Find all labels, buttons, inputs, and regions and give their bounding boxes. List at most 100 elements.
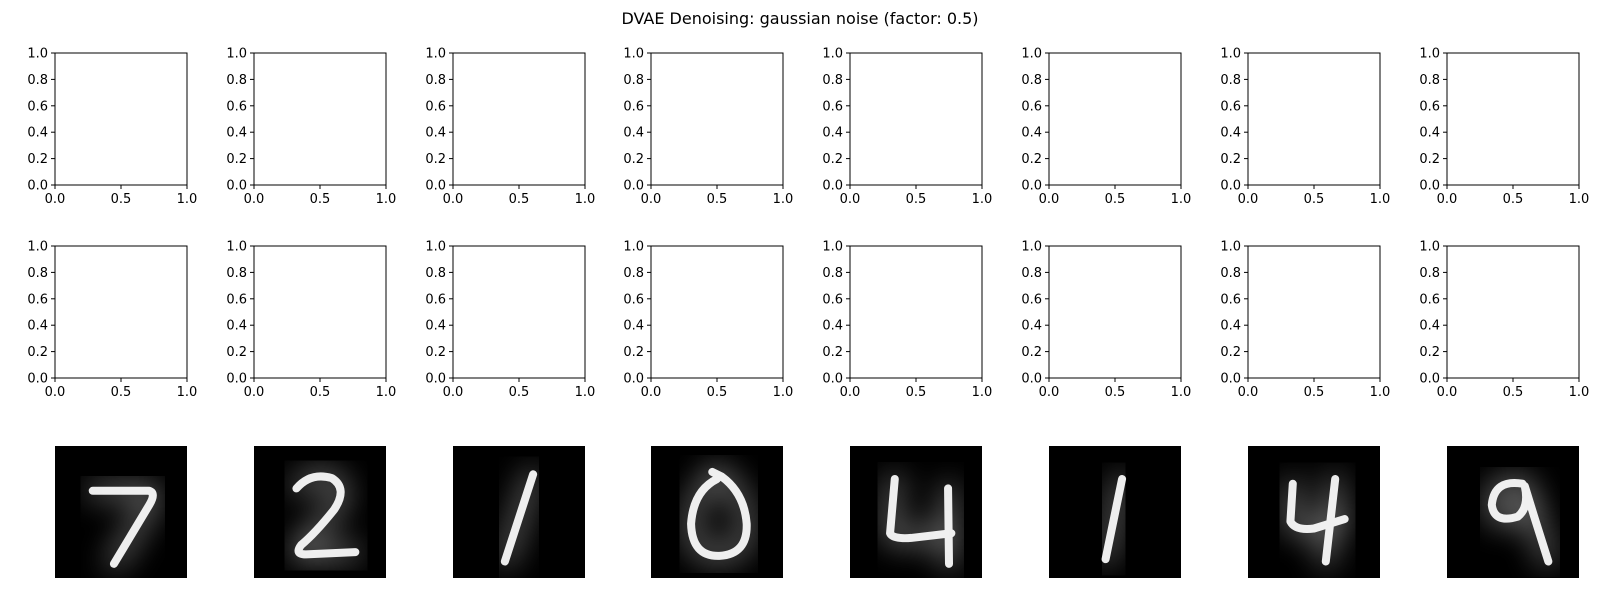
axes-frame (1446, 245, 1580, 379)
x-tick-label: 0.0 (840, 385, 861, 400)
y-tick-label: 0.0 (822, 179, 843, 194)
digit-stroke-group (1485, 476, 1555, 568)
y-tick-label: 0.8 (425, 266, 446, 281)
y-tick-label: 0.2 (226, 345, 247, 360)
y-tick-label: 0.0 (1419, 179, 1440, 194)
axes-panel: 0.0 0.5 1.0 0.0 0.2 0.4 0.6 0.8 1.0 (822, 47, 992, 208)
x-tick-label: 1.0 (773, 385, 794, 400)
y-tick-label: 0.4 (1021, 126, 1042, 141)
y-tick-label: 0.8 (822, 266, 843, 281)
y-tick-label: 0.0 (425, 372, 446, 387)
digit-stroke (1101, 474, 1127, 564)
digit-stroke-group (86, 484, 159, 570)
y-tick-label: 0.6 (27, 99, 48, 114)
y-tick-label: 0.6 (425, 292, 446, 307)
x-tick-label: 0.0 (244, 385, 265, 400)
y-tick-label: 0.0 (425, 179, 446, 194)
digit-stroke-group (1284, 472, 1351, 568)
y-tick-label: 0.2 (1021, 152, 1042, 167)
y-tick-label: 1.0 (822, 47, 843, 62)
y-tick-label: 0.8 (1021, 73, 1042, 88)
axes-panel: 0.0 0.5 1.0 0.0 0.2 0.4 0.6 0.8 1.0 (226, 47, 396, 208)
y-tick-label: 0.4 (1220, 319, 1241, 334)
x-tick-label: 1.0 (1171, 385, 1192, 400)
x-tick-label: 1.0 (1569, 385, 1590, 400)
axes-frame (1048, 52, 1182, 186)
y-tick-label: 1.0 (226, 240, 247, 255)
y-tick-label: 0.0 (623, 179, 644, 194)
y-tick-label: 1.0 (27, 240, 48, 255)
y-tick-label: 0.4 (623, 126, 644, 141)
y-tick-label: 0.2 (226, 152, 247, 167)
x-tick-label: 1.0 (972, 385, 993, 400)
x-tick-label: 0.5 (509, 192, 530, 207)
y-tick-label: 1.0 (226, 47, 247, 62)
y-tick-label: 0.8 (1021, 266, 1042, 281)
axes-panel: 0.0 0.5 1.0 0.0 0.2 0.4 0.6 0.8 1.0 (425, 240, 595, 401)
y-tick-label: 0.6 (822, 99, 843, 114)
axes-frame (253, 245, 387, 379)
x-tick-label: 0.5 (1503, 192, 1524, 207)
y-tick-label: 0.8 (425, 73, 446, 88)
digit-stroke (886, 474, 956, 568)
digit-image (1447, 446, 1579, 578)
y-tick-label: 0.8 (1419, 73, 1440, 88)
y-tick-label: 0.0 (822, 372, 843, 387)
digit-image (1049, 446, 1181, 578)
x-tick-label: 0.5 (1503, 385, 1524, 400)
y-tick-label: 0.8 (1419, 266, 1440, 281)
axes-panel: 0.0 0.5 1.0 0.0 0.2 0.4 0.6 0.8 1.0 (623, 47, 793, 208)
x-tick-label: 1.0 (376, 192, 397, 207)
x-tick-label: 0.0 (45, 385, 66, 400)
y-tick-label: 1.0 (1419, 47, 1440, 62)
y-tick-label: 1.0 (1419, 240, 1440, 255)
digit-stroke-group (1099, 472, 1129, 566)
x-tick-label: 0.5 (111, 385, 132, 400)
y-tick-label: 0.4 (425, 319, 446, 334)
y-tick-label: 1.0 (425, 240, 446, 255)
x-tick-label: 0.5 (906, 385, 927, 400)
y-tick-label: 0.6 (226, 99, 247, 114)
y-tick-label: 0.2 (623, 345, 644, 360)
y-tick-label: 0.2 (1419, 152, 1440, 167)
y-tick-label: 1.0 (27, 47, 48, 62)
axes-panel: 0.0 0.5 1.0 0.0 0.2 0.4 0.6 0.8 1.0 (27, 240, 197, 401)
digit-stroke (292, 472, 360, 559)
axes-frame (452, 245, 586, 379)
y-tick-label: 0.6 (1021, 99, 1042, 114)
axes-frame (650, 52, 784, 186)
x-tick-label: 0.0 (443, 385, 464, 400)
axes-frame (54, 52, 188, 186)
y-tick-label: 0.6 (1220, 292, 1241, 307)
axes-panel: 0.0 0.5 1.0 0.0 0.2 0.4 0.6 0.8 1.0 (27, 47, 197, 208)
y-tick-label: 0.0 (1021, 372, 1042, 387)
axes-panel: 0.0 0.5 1.0 0.0 0.2 0.4 0.6 0.8 1.0 (822, 240, 992, 401)
y-tick-label: 0.4 (1220, 126, 1241, 141)
y-tick-label: 0.6 (1419, 99, 1440, 114)
y-tick-label: 1.0 (623, 240, 644, 255)
axes-panel: 0.0 0.5 1.0 0.0 0.2 0.4 0.6 0.8 1.0 (1220, 240, 1390, 401)
x-tick-label: 0.5 (1304, 192, 1325, 207)
axes-frame (1247, 52, 1381, 186)
y-tick-label: 0.6 (1021, 292, 1042, 307)
x-tick-label: 1.0 (1569, 192, 1590, 207)
x-tick-label: 0.0 (45, 192, 66, 207)
y-tick-label: 0.0 (1220, 372, 1241, 387)
digit-stroke-group (498, 468, 540, 568)
y-tick-label: 0.6 (27, 292, 48, 307)
y-tick-label: 0.2 (425, 152, 446, 167)
y-tick-label: 0.4 (623, 319, 644, 334)
x-tick-label: 0.0 (1039, 385, 1060, 400)
y-tick-label: 0.4 (822, 319, 843, 334)
y-tick-label: 0.6 (623, 292, 644, 307)
y-tick-label: 0.6 (822, 292, 843, 307)
axes-frame (849, 245, 983, 379)
y-tick-label: 0.8 (27, 73, 48, 88)
x-tick-label: 0.5 (310, 192, 331, 207)
axes-panel: 0.0 0.5 1.0 0.0 0.2 0.4 0.6 0.8 1.0 (226, 240, 396, 401)
x-tick-label: 0.5 (906, 192, 927, 207)
axes-frame (650, 245, 784, 379)
y-tick-label: 0.8 (226, 73, 247, 88)
y-tick-label: 0.0 (226, 372, 247, 387)
